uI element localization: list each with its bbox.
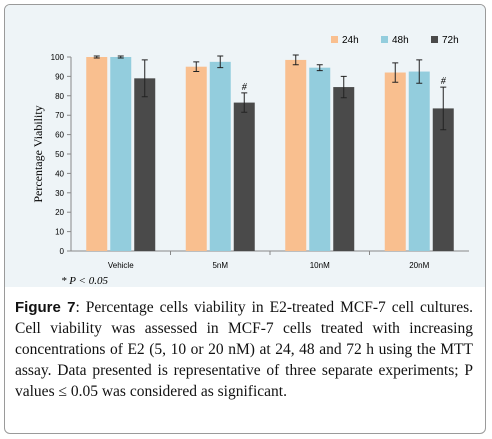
x-tick-label: 10nM (310, 261, 330, 270)
bar-24h (185, 66, 207, 251)
bar-24h (384, 72, 406, 252)
caption-text: : Percentage cells viability in E2-treat… (15, 299, 473, 400)
x-tick-label: 5nM (212, 261, 228, 270)
y-tick-label: 70 (55, 111, 64, 120)
legend-swatch-24h (331, 36, 338, 43)
legend-label-24h: 24h (342, 35, 359, 46)
y-tick-label: 40 (55, 169, 64, 178)
bar-24h (86, 57, 108, 251)
y-tick-label: 30 (55, 189, 64, 198)
y-tick-label: 60 (55, 131, 64, 140)
bar-72h (134, 78, 156, 251)
bar-72h (333, 87, 355, 251)
bar-48h (110, 57, 132, 251)
bar-48h (309, 67, 331, 251)
bar-48h (209, 61, 231, 251)
figure-caption: Figure 7: Percentage cells viability in … (15, 297, 473, 402)
chart-panel: Percentage Viability 0 10 20 30 40 50 60 70 80 90 1… (5, 5, 485, 287)
figure-frame: Percentage Viability 0 10 20 30 40 50 60 70 80 90 1… (4, 4, 486, 434)
legend-swatch-72h (431, 36, 438, 43)
y-tick-label: 10 (55, 228, 64, 237)
significance-footnote: * P < 0.05 (61, 275, 108, 287)
bar-chart: Percentage Viability 0 10 20 30 40 50 60 70 80 90 1… (31, 35, 469, 270)
legend-label-48h: 48h (392, 35, 409, 46)
bar-72h (233, 102, 255, 251)
y-tick-label: 20 (55, 208, 64, 217)
legend-swatch-48h (381, 36, 388, 43)
bar-72h (432, 108, 454, 251)
y-tick-label: 90 (55, 72, 64, 81)
y-axis-label: Percentage Viability (31, 105, 45, 202)
x-tick-label: 20nM (409, 261, 429, 270)
x-tick-label: Vehicle (108, 261, 134, 270)
bar-24h (285, 59, 307, 251)
legend-label-72h: 72h (442, 35, 459, 46)
y-tick-label: 80 (55, 92, 64, 101)
caption-number: 7 (67, 299, 76, 316)
y-tick-label: 100 (51, 53, 65, 62)
significance-mark: # (242, 82, 248, 93)
bar-48h (408, 71, 430, 251)
y-tick-label: 50 (55, 150, 64, 159)
significance-mark: # (441, 76, 447, 87)
caption-label: Figure (15, 299, 61, 316)
y-tick-label: 0 (60, 247, 65, 256)
